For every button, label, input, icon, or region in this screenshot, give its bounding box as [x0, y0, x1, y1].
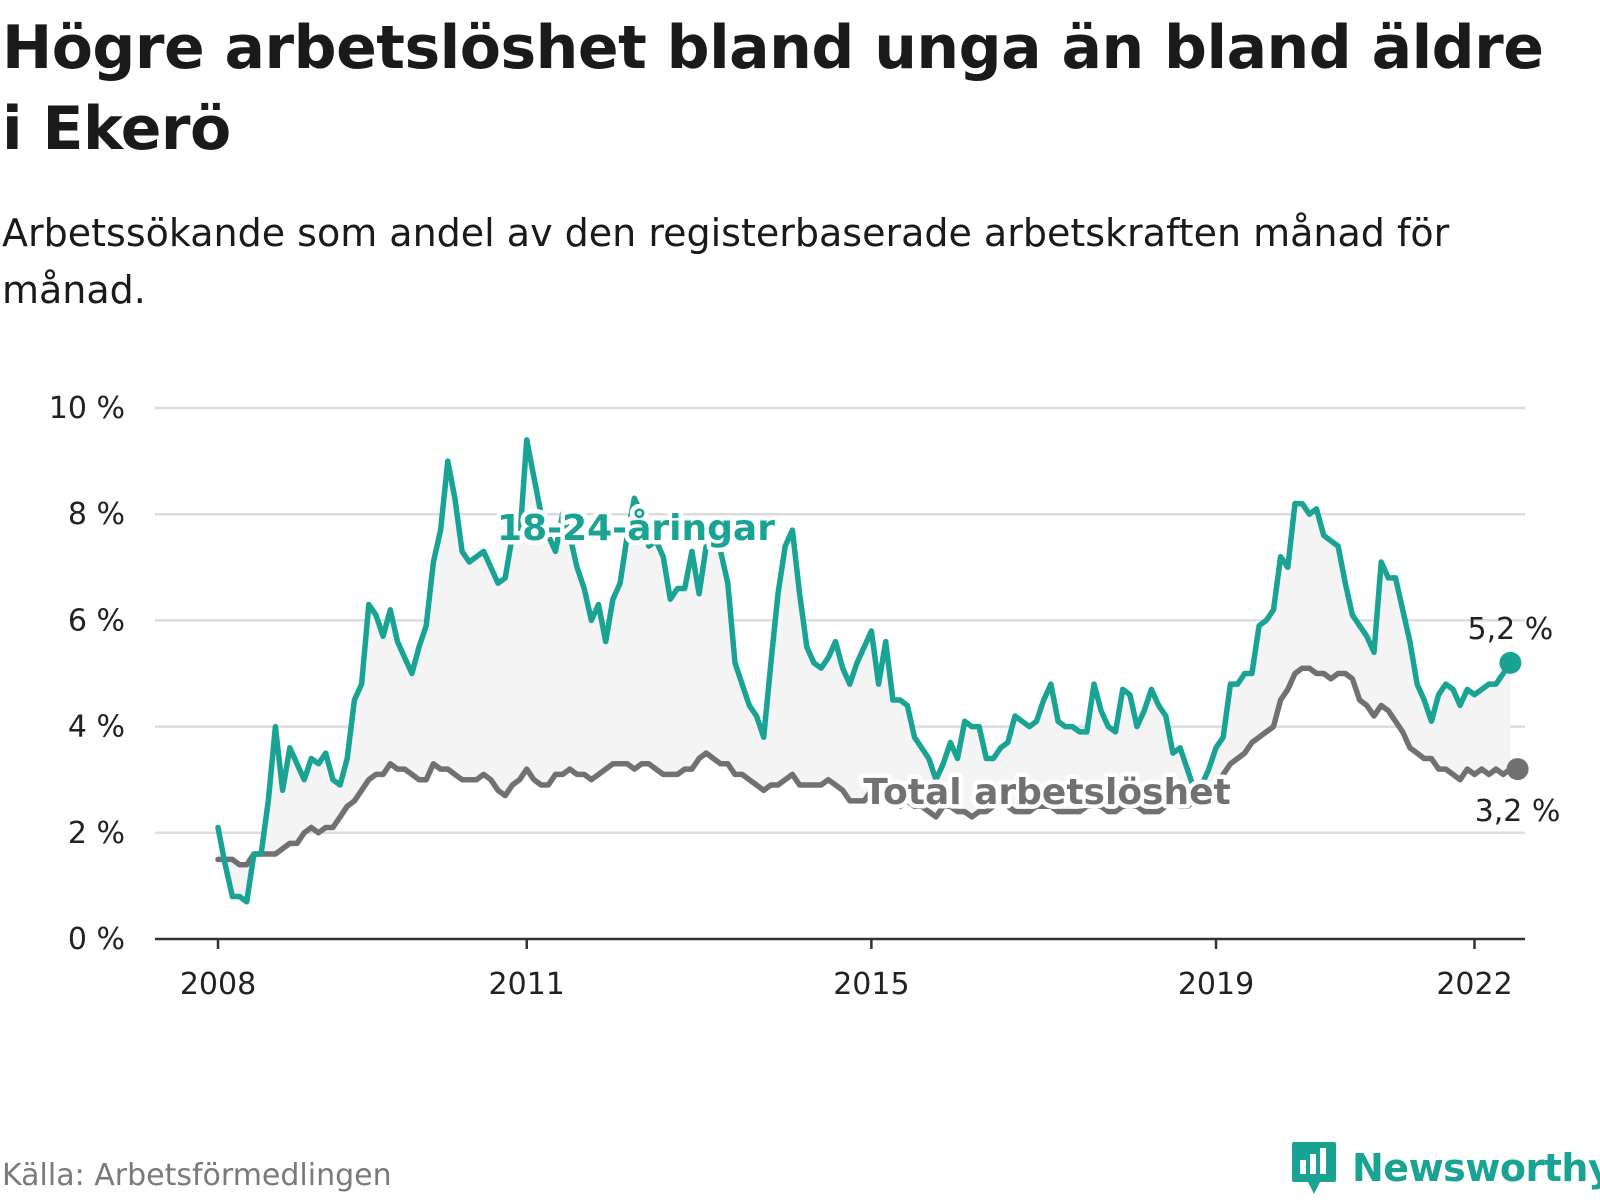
x-tick-label: 2022	[1436, 967, 1512, 1002]
y-axis-ticks: 0 % 2 % 4 % 6 % 8 % 10 %	[49, 391, 125, 957]
chart-subtitle: Arbetssökande som andel av den registerb…	[2, 211, 1450, 312]
series-lines	[215, 437, 1521, 905]
y-tick-label: 2 %	[68, 816, 125, 851]
series-line-total	[215, 665, 1521, 868]
x-tick-label: 2015	[833, 967, 909, 1002]
source-credit: Källa: Arbetsförmedlingen	[2, 1158, 392, 1193]
x-tick-label: 2011	[489, 967, 565, 1002]
endpoint-label-total: 3,2 %	[1475, 794, 1561, 829]
x-tick-label: 2019	[1178, 967, 1254, 1002]
newsworthy-logo-icon	[1292, 1142, 1336, 1194]
endpoint-marker-youth	[1499, 651, 1522, 674]
x-axis-ticks: 2008 2011 2015 2019 2022	[180, 939, 1513, 1002]
brand-name: Newsworthy	[1352, 1146, 1600, 1190]
endpoint-label-youth: 5,2 %	[1468, 612, 1554, 647]
series-labels: 18-24-åringar 5,2 % Total arbetslöshet 3,2 …	[493, 504, 1561, 830]
series-line-youth	[215, 437, 1514, 905]
series-label-total: Total arbetslöshet	[863, 772, 1231, 813]
y-tick-label: 6 %	[68, 603, 125, 638]
x-tick-label: 2008	[180, 967, 256, 1002]
y-tick-label: 4 %	[68, 710, 125, 745]
chart-title: Högre arbetslöshet bland unga än bland ä…	[2, 13, 1544, 164]
y-tick-label: 10 %	[49, 391, 125, 426]
y-tick-label: 8 %	[68, 497, 125, 532]
y-tick-label: 0 %	[68, 922, 125, 957]
area-between-series	[218, 439, 1511, 902]
endpoint-marker-total	[1506, 758, 1529, 781]
series-label-youth: 18-24-åringar	[497, 508, 775, 549]
newsworthy-logo: Newsworthy	[1290, 1140, 1600, 1196]
